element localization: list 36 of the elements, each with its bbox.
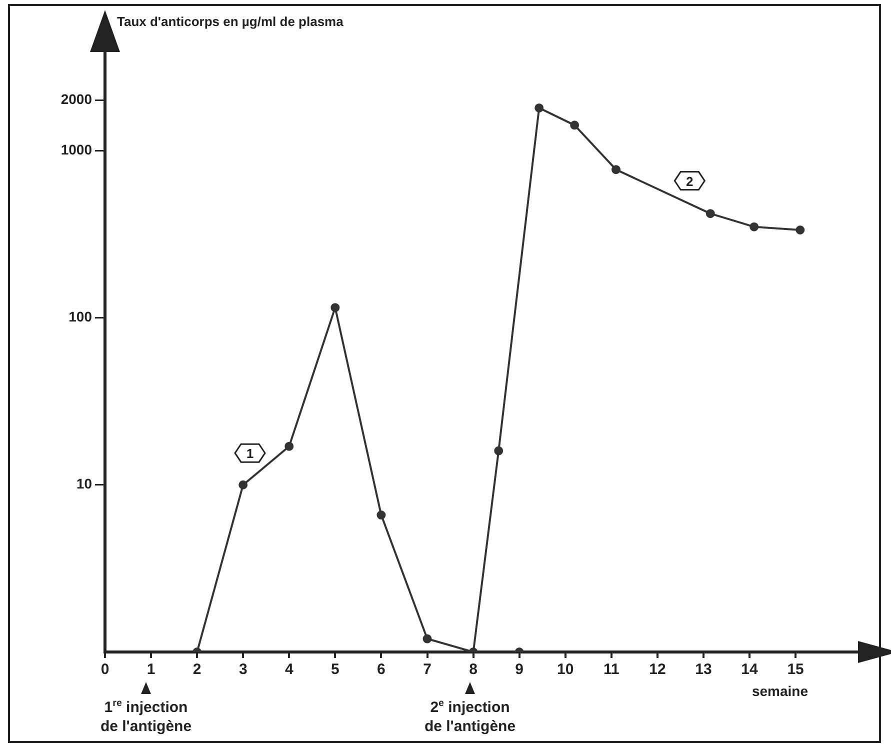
point — [570, 120, 580, 130]
point — [534, 103, 544, 112]
x-tick-label: 1 — [146, 661, 156, 678]
x-tick-label: 9 — [515, 661, 524, 678]
y-tick-label: 10 — [76, 476, 92, 492]
x-tick-label: 4 — [284, 661, 294, 678]
x-tick-label: 2 — [192, 661, 202, 678]
x-tick-label: 14 — [741, 661, 759, 678]
y-tick-label: 1000 — [60, 141, 92, 158]
y-tick-label: 2000 — [60, 91, 92, 108]
x-tick-label: 12 — [649, 661, 666, 678]
x-tick-label: 7 — [423, 661, 432, 678]
point — [238, 480, 248, 490]
x-tick-label: 15 — [787, 661, 804, 678]
point — [706, 209, 715, 218]
point — [796, 226, 805, 234]
x-tick-label: 11 — [603, 661, 620, 678]
point — [330, 303, 340, 312]
x-axis-title: semaine — [752, 683, 808, 699]
x-tick-label: 13 — [695, 661, 712, 678]
y-tick-label: 100 — [68, 308, 92, 325]
y-axis-title: Taux d'anticorps en µg/ml de plasma — [117, 14, 344, 29]
point — [612, 165, 621, 174]
x-tick-label: 0 — [100, 661, 110, 678]
point — [422, 634, 432, 644]
x-tick-label: 3 — [238, 661, 248, 678]
x-tick-label: 10 — [557, 661, 574, 678]
x-tick-label: 5 — [331, 661, 340, 678]
annotation: 2 — [686, 174, 694, 189]
point — [750, 222, 759, 232]
point — [376, 510, 386, 520]
annotation: 1 — [246, 446, 254, 462]
point — [494, 446, 504, 456]
x-tick-label: 6 — [377, 661, 386, 678]
x-tick-label: 8 — [469, 661, 478, 678]
point — [284, 442, 294, 451]
